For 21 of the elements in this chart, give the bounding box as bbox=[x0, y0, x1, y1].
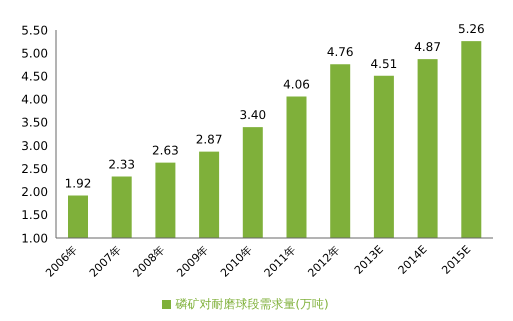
y-tick-label: 3.50 bbox=[21, 116, 48, 130]
text: 1.92 bbox=[64, 176, 92, 190]
text: 4.76 bbox=[326, 45, 354, 60]
text: 2.87 bbox=[196, 132, 222, 147]
y-tick-label: 4.50 bbox=[21, 69, 48, 84]
text: 2.33 bbox=[108, 158, 136, 172]
y-tick-label: 2.00 bbox=[21, 185, 48, 200]
text: 4.06 bbox=[283, 78, 310, 92]
y-tick-label: 4.00 bbox=[21, 92, 48, 107]
y-tick-label: 3.00 bbox=[21, 138, 48, 153]
text: 3.40 bbox=[239, 108, 266, 122]
y-tick-label: 5.50 bbox=[21, 23, 48, 38]
y-tick-label: 5.00 bbox=[21, 46, 48, 60]
text: 4.87 bbox=[414, 40, 441, 54]
text: 2.63 bbox=[152, 144, 179, 158]
y-tick-label: 1.00 bbox=[21, 231, 48, 246]
text: 5.26 bbox=[458, 22, 485, 36]
y-tick-label: 2.50 bbox=[21, 162, 48, 176]
y-tick-label: 1.50 bbox=[21, 208, 48, 222]
text: 4.51 bbox=[370, 56, 398, 71]
legend-label: 磷矿对耐磨球段需求量(万吨) bbox=[175, 297, 329, 311]
